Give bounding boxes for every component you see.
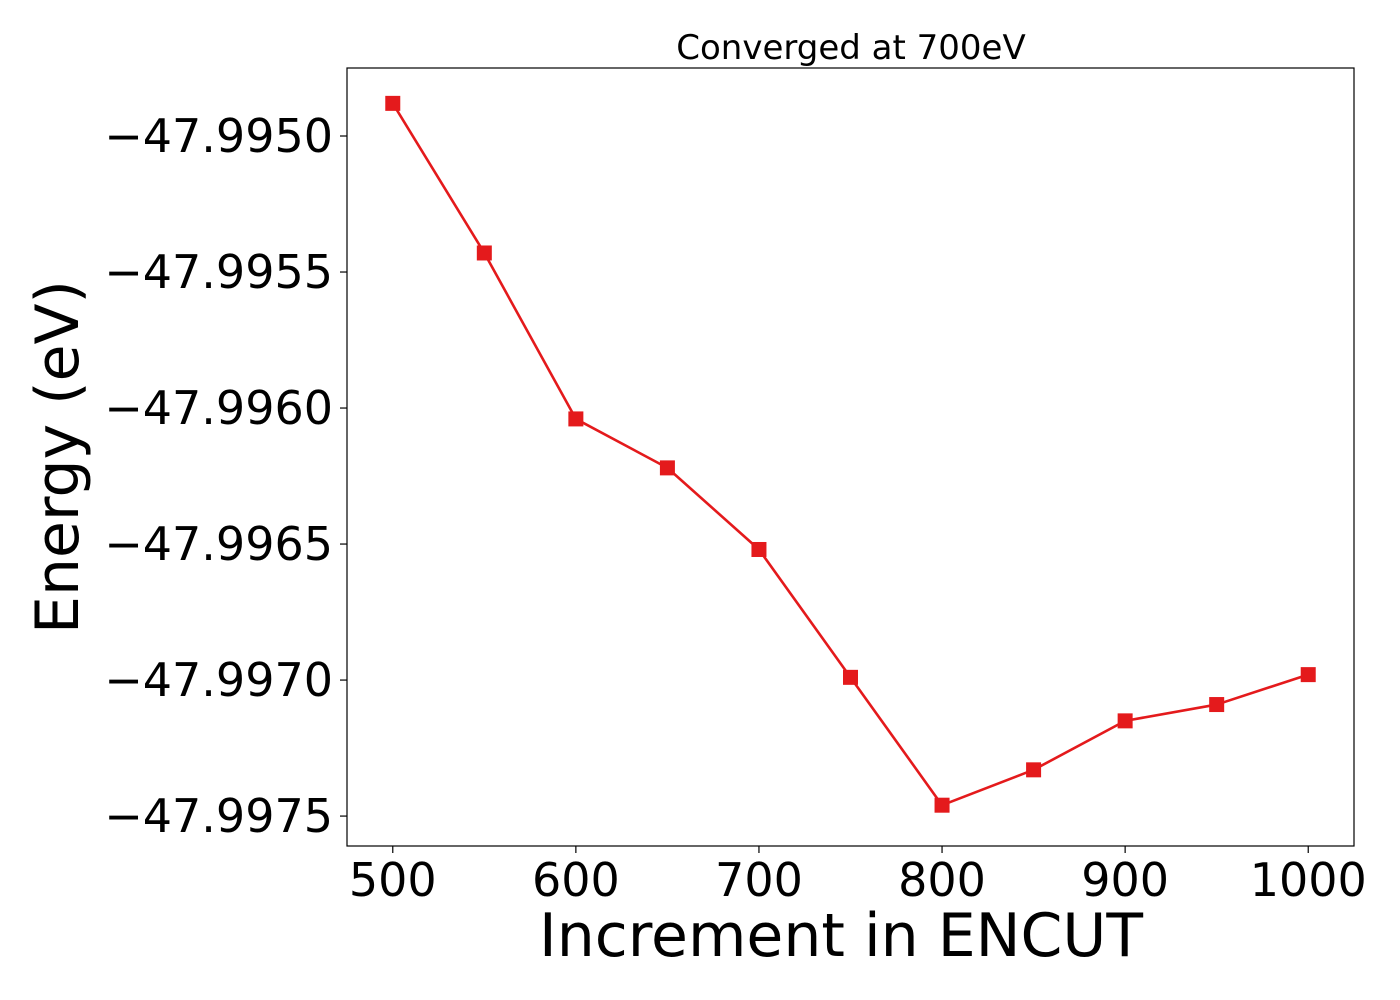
y-axis: −47.9950 −47.9955 −47.9960 −47.9965 −47.9970… <box>104 109 347 843</box>
x-tick-label: 1000 <box>1250 853 1367 907</box>
data-point-marker <box>1209 697 1225 713</box>
y-tick-label: −47.9955 <box>104 245 333 299</box>
series-group <box>385 95 1316 813</box>
y-tick-label: −47.9965 <box>104 517 333 571</box>
data-point-marker <box>568 411 584 427</box>
plot-frame <box>346 67 1355 847</box>
data-point-marker <box>1117 713 1133 729</box>
x-axis: 500 600 700 800 900 1000 <box>349 846 1367 907</box>
y-tick-label: −47.9975 <box>104 789 333 843</box>
y-tick-label: −47.9960 <box>104 381 333 435</box>
data-point-marker <box>385 95 401 111</box>
y-axis-label: Energy (eV) <box>23 280 93 634</box>
x-axis-label: Increment in ENCUT <box>539 901 1143 971</box>
data-point-marker <box>751 541 767 557</box>
data-point-marker <box>934 797 950 813</box>
data-point-marker <box>1026 762 1042 778</box>
data-point-marker <box>843 669 858 685</box>
data-point-marker <box>1300 667 1316 683</box>
data-point-marker <box>659 460 675 476</box>
x-tick-label: 700 <box>715 853 803 907</box>
x-tick-label: 800 <box>898 853 986 907</box>
y-tick-label: −47.9970 <box>104 653 333 707</box>
x-tick-label: 500 <box>349 853 437 907</box>
data-point-marker <box>476 245 492 261</box>
chart-title: Converged at 700eV <box>676 28 1025 68</box>
x-tick-label: 900 <box>1081 853 1169 907</box>
y-tick-label: −47.9950 <box>104 109 333 163</box>
x-tick-label: 600 <box>532 853 620 907</box>
